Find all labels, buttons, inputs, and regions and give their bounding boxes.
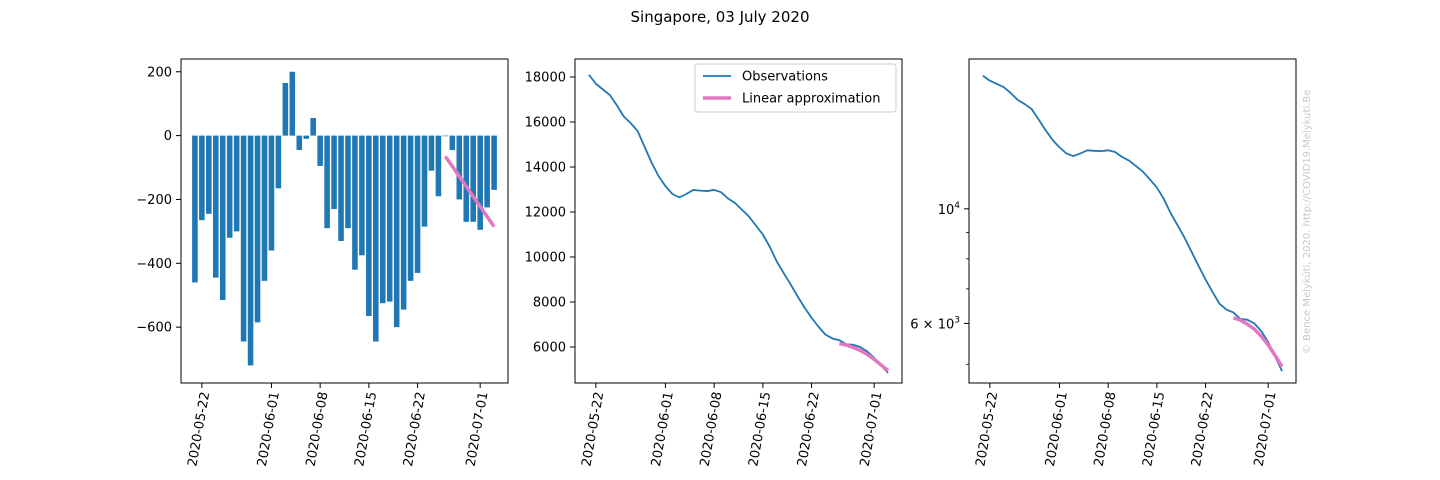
x-tick-label: 2020-07-01 — [858, 391, 886, 468]
bar — [449, 135, 456, 150]
bar — [414, 135, 421, 273]
x-tick-label: 2020-06-22 — [1189, 391, 1217, 468]
bar — [233, 135, 240, 232]
approximation-line — [839, 341, 890, 372]
bar — [192, 135, 198, 283]
y-tick-label: 8000 — [533, 296, 566, 311]
bar — [331, 135, 337, 210]
bar — [317, 135, 323, 166]
y-tick-label: 12000 — [525, 206, 566, 221]
bar — [484, 135, 490, 208]
bar — [366, 135, 372, 316]
bar — [219, 135, 226, 301]
y-tick-label: 6 × 103 — [910, 315, 960, 332]
bar — [477, 135, 483, 230]
x-tick-label: 2020-06-01 — [649, 391, 677, 468]
bar — [428, 135, 435, 171]
figure-title: Singapore, 03 July 2020 — [631, 8, 810, 26]
x-tick-label: 2020-07-01 — [464, 391, 492, 468]
observations-line — [982, 74, 1283, 372]
x-tick-label: 2020-05-22 — [579, 391, 607, 468]
observations-line — [588, 74, 889, 374]
approximation-line — [443, 155, 496, 228]
bar — [491, 135, 497, 190]
legend-box — [694, 63, 897, 113]
bar — [261, 135, 268, 281]
axes-frame — [180, 58, 509, 384]
x-tick-label: 2020-06-22 — [401, 391, 429, 468]
x-tick-label: 2020-06-08 — [1092, 391, 1120, 468]
y-tick-label: 10000 — [525, 251, 566, 266]
bar — [421, 135, 428, 227]
axes-frame — [574, 58, 903, 384]
y-tick-label: 200 — [147, 65, 172, 80]
x-tick-label: 2020-05-22 — [973, 391, 1001, 468]
x-tick-label: 2020-06-15 — [746, 391, 774, 468]
x-tick-label: 2020-06-22 — [795, 391, 823, 468]
y-tick-label: 0 — [164, 129, 172, 144]
chart-panel-3: 2020-05-22 2020-06-01 2020-06-08 2020-06-15… — [910, 58, 1297, 468]
bar — [393, 135, 400, 328]
bar — [359, 135, 365, 256]
bar — [456, 135, 463, 200]
y-tick-label: 16000 — [525, 116, 566, 131]
x-tick-label: 2020-07-01 — [1252, 391, 1280, 468]
bar — [310, 118, 316, 136]
bar — [226, 135, 233, 238]
chart-panel-1: 2020-05-22 2020-06-01 2020-06-08 2020-06-15… — [136, 58, 509, 468]
chart-panel-2: 2020-05-22 2020-06-01 2020-06-08 2020-06-15… — [525, 58, 903, 468]
bar — [199, 135, 205, 221]
bar — [435, 135, 442, 197]
y-tick-label: −400 — [136, 257, 172, 272]
axes-frame — [968, 58, 1297, 384]
y-tick-label: 18000 — [525, 71, 566, 86]
y-tick-label: 14000 — [525, 161, 566, 176]
bar — [463, 135, 470, 222]
bar — [254, 135, 261, 323]
y-tick-label: 6000 — [533, 341, 566, 356]
bar — [247, 135, 254, 366]
legend-label: Linear approximation — [742, 92, 880, 107]
bar — [470, 135, 476, 222]
bar — [206, 135, 212, 214]
bar — [296, 135, 303, 150]
bar — [386, 135, 393, 302]
x-tick-label: 2020-06-08 — [698, 391, 726, 468]
bar — [282, 82, 289, 136]
bar — [373, 135, 379, 342]
bar — [289, 71, 296, 136]
x-tick-label: 2020-05-22 — [185, 391, 213, 468]
bar — [275, 135, 282, 189]
approximation-line — [1232, 316, 1284, 368]
y-tick-label: −600 — [136, 321, 172, 336]
bar — [352, 135, 358, 270]
legend-label: Observations — [742, 70, 828, 85]
x-tick-label: 2020-06-15 — [352, 391, 380, 468]
bar — [240, 135, 247, 342]
x-tick-label: 2020-06-01 — [255, 391, 283, 468]
x-tick-label: 2020-06-15 — [1140, 391, 1168, 468]
bar — [268, 135, 275, 251]
watermark-text: © Bence Melykúti, 2020. http://COVID19.M… — [1301, 90, 1313, 354]
x-tick-label: 2020-06-01 — [1043, 391, 1071, 468]
bar — [379, 135, 386, 304]
x-tick-label: 2020-06-08 — [304, 391, 332, 468]
bar — [213, 135, 219, 278]
bar — [400, 135, 407, 310]
bar — [324, 135, 330, 229]
y-tick-label: −200 — [136, 193, 172, 208]
bar — [345, 135, 351, 229]
y-tick-label: 104 — [938, 201, 961, 218]
bar — [442, 135, 449, 137]
bar — [338, 135, 344, 241]
bar — [303, 135, 310, 139]
bar — [407, 135, 414, 281]
